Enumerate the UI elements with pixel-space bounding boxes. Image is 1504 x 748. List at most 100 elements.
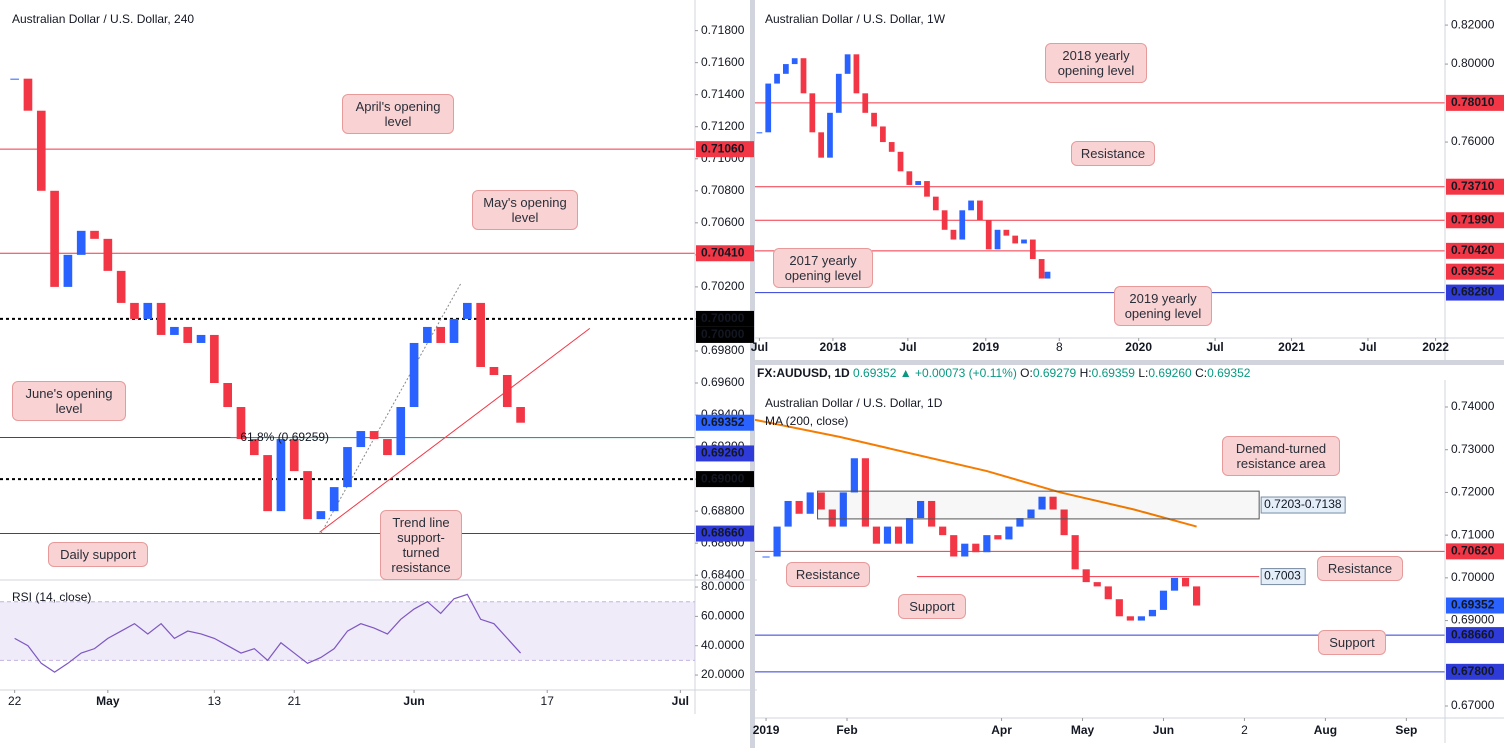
x-tick-label: 2019 xyxy=(753,723,780,737)
price-flag xyxy=(1446,284,1504,301)
callout: Support xyxy=(898,594,966,619)
price-flag-label: 0.67800 xyxy=(1451,664,1495,678)
x-tick-label: 22 xyxy=(8,694,22,708)
candle xyxy=(994,229,1001,250)
price-flag-label: 0.78010 xyxy=(1451,95,1495,109)
candle xyxy=(423,326,432,343)
candle xyxy=(1193,586,1201,606)
callout: 2019 yearly opening level xyxy=(1114,286,1212,326)
candle xyxy=(897,151,904,172)
y-tick-label: 60.0000 xyxy=(701,609,745,623)
price-flag xyxy=(1446,178,1504,195)
x-tick-label: Feb xyxy=(836,723,857,737)
y-tick-label: 0.69800 xyxy=(701,343,745,357)
indicator-name: RSI (14, close) xyxy=(12,590,91,604)
y-tick-label: 0.68400 xyxy=(701,567,745,581)
zone-label: 0.7203-0.7138 xyxy=(1264,497,1342,511)
candle xyxy=(795,500,803,514)
candle xyxy=(63,254,73,287)
x-tick-label: Jul xyxy=(751,340,768,354)
candle xyxy=(10,78,19,80)
candle xyxy=(383,439,392,456)
candle xyxy=(449,318,459,343)
plot xyxy=(0,78,695,535)
candle xyxy=(249,439,259,456)
callout: May's opening level xyxy=(472,190,578,230)
panel-separator xyxy=(750,0,755,748)
candle xyxy=(1027,509,1035,519)
candle xyxy=(883,526,892,544)
zone xyxy=(817,490,1260,520)
candle xyxy=(1071,535,1079,570)
candle xyxy=(850,458,858,493)
candle xyxy=(827,112,833,158)
callout: April's opening level xyxy=(342,94,454,134)
price-flag-label: 0.68280 xyxy=(1451,285,1495,299)
chart-title: Australian Dollar / U.S. Dollar, 1W xyxy=(765,12,946,26)
callout: 2017 yearly opening level xyxy=(773,248,873,288)
candle xyxy=(1181,577,1190,587)
ohlc-label: C: xyxy=(1195,366,1208,380)
price-flag-label: 0.69352 xyxy=(1451,264,1495,278)
zone-label-box xyxy=(1260,496,1346,514)
candle xyxy=(1038,259,1045,279)
price-flag-label: 0.71060 xyxy=(701,141,745,155)
callout: Daily support xyxy=(48,542,148,567)
candle xyxy=(800,58,807,94)
candle xyxy=(1126,616,1134,621)
x-tick-label: Jul xyxy=(672,694,689,708)
candle xyxy=(1005,526,1013,540)
candle xyxy=(994,535,1002,540)
price-flag xyxy=(1446,94,1504,111)
y-tick-label: 0.70200 xyxy=(701,279,745,293)
price-flag-label: 0.69000 xyxy=(701,471,745,485)
price-flag-label: 0.68660 xyxy=(701,526,745,540)
candle xyxy=(1082,569,1090,583)
y-tick-label: 0.76000 xyxy=(1451,134,1495,148)
candle xyxy=(835,73,842,113)
price-flag xyxy=(696,525,754,542)
candle xyxy=(316,511,326,520)
candle xyxy=(170,326,179,335)
callout: Resistance xyxy=(1071,141,1155,166)
candle xyxy=(1029,239,1036,260)
candle xyxy=(972,543,980,553)
candle xyxy=(818,132,825,158)
candle xyxy=(928,500,936,527)
y-tick-label: 40.0000 xyxy=(701,638,745,652)
x-tick-label: May xyxy=(1071,723,1095,737)
candle xyxy=(156,302,166,335)
candle xyxy=(917,500,925,519)
callout: 2018 yearly opening level xyxy=(1045,43,1147,83)
candle xyxy=(1148,609,1157,617)
ohlc-label: O: xyxy=(1020,366,1033,380)
candle xyxy=(1044,271,1051,279)
y-tick-label: 0.71600 xyxy=(701,55,745,69)
candle xyxy=(961,543,969,557)
candle xyxy=(90,230,99,239)
callout: June's opening level xyxy=(12,381,126,421)
y-tick-label: 80.0000 xyxy=(701,579,745,593)
y-tick-label: 0.71400 xyxy=(701,87,745,101)
x-tick-label: Sep xyxy=(1395,723,1417,737)
x-tick-label: 2019 xyxy=(972,340,999,354)
y-tick-label: 20.0000 xyxy=(701,667,745,681)
candle xyxy=(303,471,312,520)
x-tick-label: Aug xyxy=(1314,723,1337,737)
candle xyxy=(791,58,798,65)
candle xyxy=(463,302,472,319)
symbol-legend: FX:AUDUSD, 1D 0.69352 ▲ +0.00073 (+0.11%… xyxy=(757,366,1250,380)
price-flag-label: 0.70420 xyxy=(1451,243,1495,257)
candle xyxy=(774,73,780,84)
plot xyxy=(755,418,1445,673)
candle xyxy=(1038,496,1046,510)
last-price: 0.69352 xyxy=(853,366,897,380)
price-flag-label: 0.70620 xyxy=(1451,544,1495,558)
symbol: FX:AUDUSD, 1D xyxy=(757,366,850,380)
y-tick-label: 0.69000 xyxy=(1451,613,1495,627)
x-tick-label: 17 xyxy=(541,694,555,708)
candle xyxy=(783,64,789,74)
candle xyxy=(263,455,272,512)
